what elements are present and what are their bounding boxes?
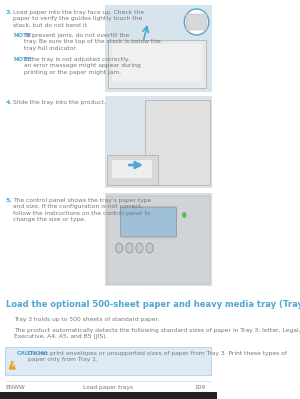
- FancyBboxPatch shape: [105, 5, 212, 92]
- Text: The control panel shows the tray’s paper type
and size. If the configuration is : The control panel shows the tray’s paper…: [13, 198, 151, 222]
- Text: To prevent jams, do not overfill the
tray. Be sure the top of the stack is below: To prevent jams, do not overfill the tra…: [24, 33, 160, 51]
- Ellipse shape: [182, 212, 186, 218]
- Text: 109: 109: [195, 385, 206, 390]
- Text: 4.: 4.: [6, 100, 13, 105]
- Bar: [108, 40, 206, 88]
- Text: If the tray is not adjusted correctly,
an error message might appear during
prin: If the tray is not adjusted correctly, a…: [24, 57, 141, 75]
- Bar: [145, 100, 210, 185]
- Bar: [107, 155, 158, 185]
- Polygon shape: [9, 361, 15, 369]
- Ellipse shape: [184, 9, 209, 35]
- Text: NOTE:: NOTE:: [13, 33, 34, 38]
- Ellipse shape: [116, 243, 123, 253]
- Text: ENWW: ENWW: [6, 385, 26, 390]
- Bar: [186, 14, 207, 30]
- Text: The product automatically detects the following standard sizes of paper in Tray : The product automatically detects the fo…: [14, 328, 300, 340]
- FancyBboxPatch shape: [121, 207, 176, 237]
- Ellipse shape: [136, 243, 143, 253]
- FancyBboxPatch shape: [105, 193, 212, 286]
- FancyBboxPatch shape: [105, 96, 212, 188]
- FancyBboxPatch shape: [5, 347, 211, 375]
- Bar: [0, 392, 217, 399]
- Text: 5.: 5.: [6, 198, 13, 203]
- Text: Do not print envelopes or unsupported sizes of paper from Tray 3. Print these ty: Do not print envelopes or unsupported si…: [28, 351, 287, 362]
- Ellipse shape: [146, 243, 153, 253]
- Text: CAUTION:: CAUTION:: [16, 351, 49, 356]
- Bar: [112, 160, 152, 178]
- Text: Load paper trays: Load paper trays: [83, 385, 134, 390]
- Text: NOTE:: NOTE:: [13, 57, 34, 62]
- Bar: [112, 44, 202, 82]
- Text: Load paper into the tray face up. Check the
paper to verify the guides lightly t: Load paper into the tray face up. Check …: [13, 10, 144, 28]
- Text: Tray 3 holds up to 500 sheets of standard paper.: Tray 3 holds up to 500 sheets of standar…: [14, 317, 160, 322]
- Text: Slide the tray into the product.: Slide the tray into the product.: [13, 100, 106, 105]
- Text: !: !: [11, 363, 14, 368]
- Text: Load the optional 500-sheet paper and heavy media tray (Tray 3): Load the optional 500-sheet paper and he…: [6, 300, 300, 309]
- Bar: [107, 196, 210, 284]
- Ellipse shape: [126, 243, 133, 253]
- Text: 3.: 3.: [6, 10, 13, 15]
